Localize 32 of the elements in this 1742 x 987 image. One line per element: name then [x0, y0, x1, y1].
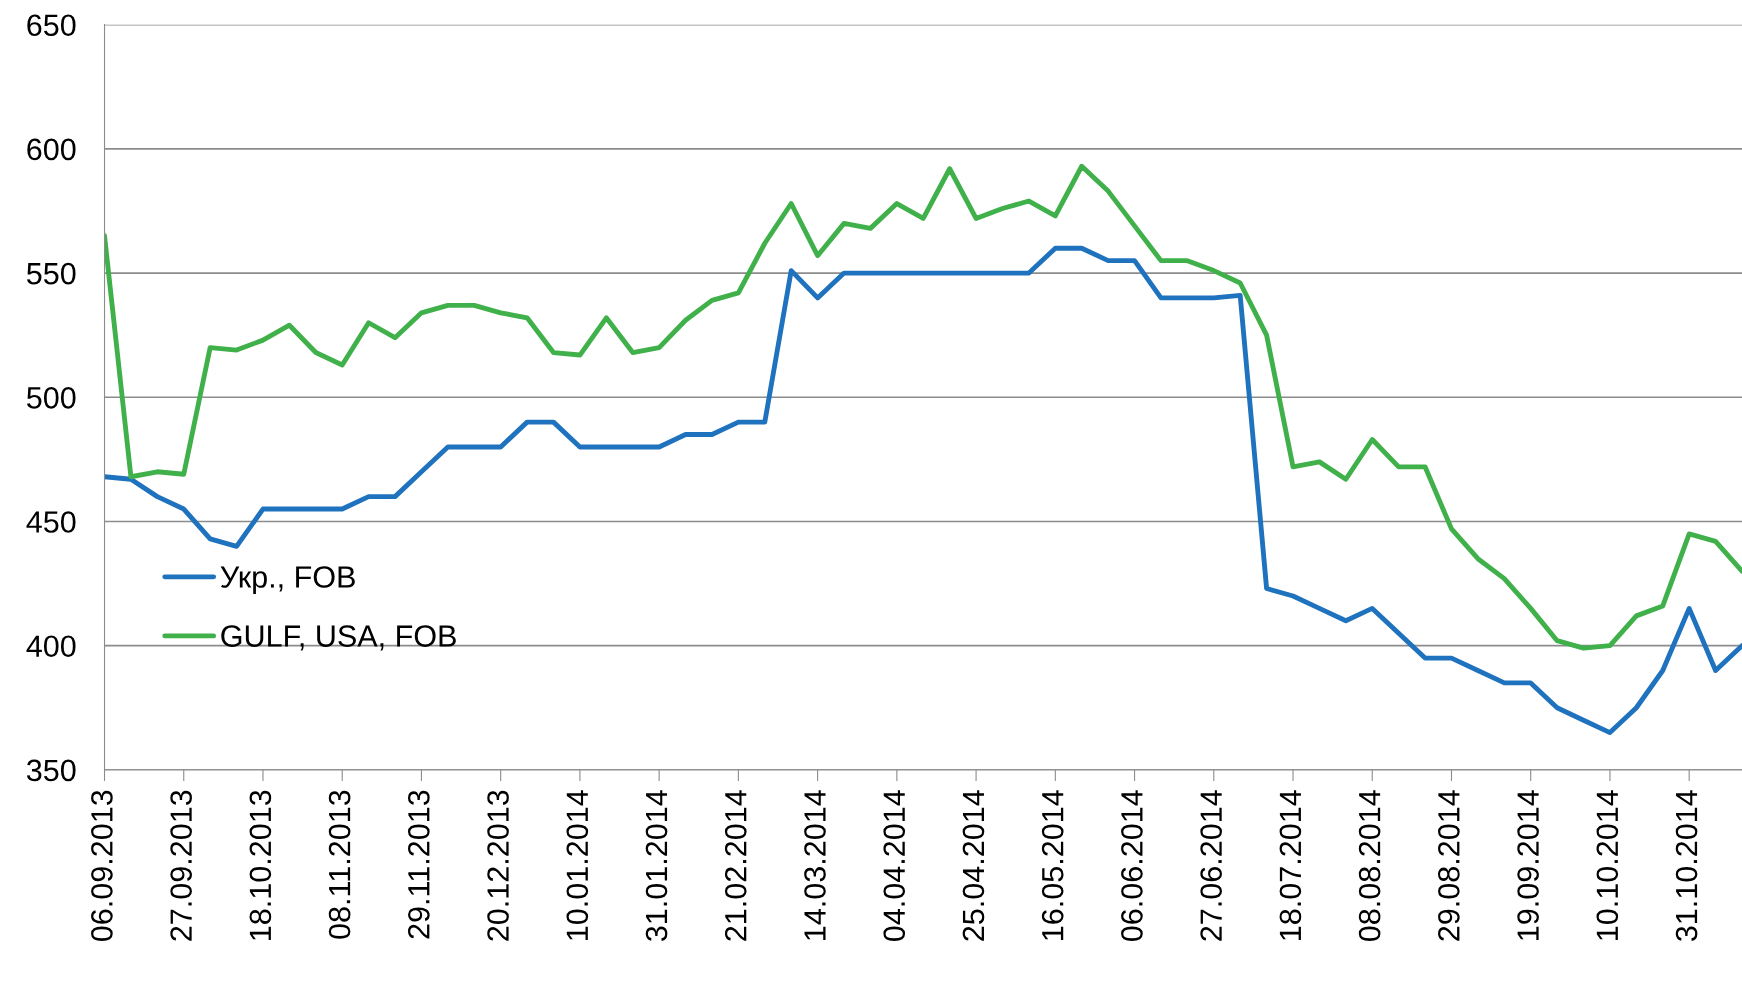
x-tick-label: 27.06.2014 — [1200, 790, 1222, 941]
x-tick-label: 29.08.2014 — [1438, 790, 1460, 941]
x-tick-label: 25.04.2014 — [962, 790, 985, 941]
x-tick-label: 31.01.2014 — [645, 790, 668, 942]
x-tick-label: 08.08.2014 — [1358, 790, 1381, 942]
y-tick-label: 600 — [27, 138, 76, 161]
x-tick-label: 06.09.2013 — [91, 790, 113, 942]
x-tick-label: 10.10.2014 — [1596, 790, 1619, 940]
y-tick-label: 650 — [27, 14, 76, 37]
x-tick-label: 16.05.2014 — [1041, 790, 1064, 940]
x-tick-label: 21.02.2014 — [724, 790, 747, 941]
y-tick-label: 400 — [26, 635, 76, 658]
legend-label: Укр., FOB — [220, 566, 355, 594]
x-tick-label: 04.04.2014 — [883, 790, 906, 942]
line-series — [104, 245, 1742, 736]
y-tick-label: 500 — [26, 387, 76, 409]
x-tick-label: 08.11.2013 — [328, 790, 351, 939]
y-tick-label: 450 — [26, 511, 76, 533]
line-series — [104, 163, 1742, 651]
legend-label: GULF, USA, FOB — [221, 625, 456, 651]
x-tick-label: 14.03.2014 — [804, 790, 826, 940]
x-tick-label: 31.10.2014 — [1675, 790, 1698, 942]
x-tick-label: 20.12.2013 — [487, 790, 509, 941]
y-tick-label: 350 — [26, 759, 76, 782]
x-tick-label: 10.01.2014 — [566, 790, 589, 940]
x-tick-label: 19.09.2014 — [1517, 790, 1539, 940]
x-tick-label: 18.07.2014 — [1279, 790, 1302, 940]
x-tick-label: 27.09.2013 — [170, 790, 192, 941]
y-tick-label: 550 — [26, 262, 76, 285]
x-tick-label: 29.11.2013 — [408, 790, 430, 939]
x-tick-label: 06.06.2014 — [1121, 790, 1143, 942]
x-tick-label: 18.10.2013 — [249, 790, 272, 940]
